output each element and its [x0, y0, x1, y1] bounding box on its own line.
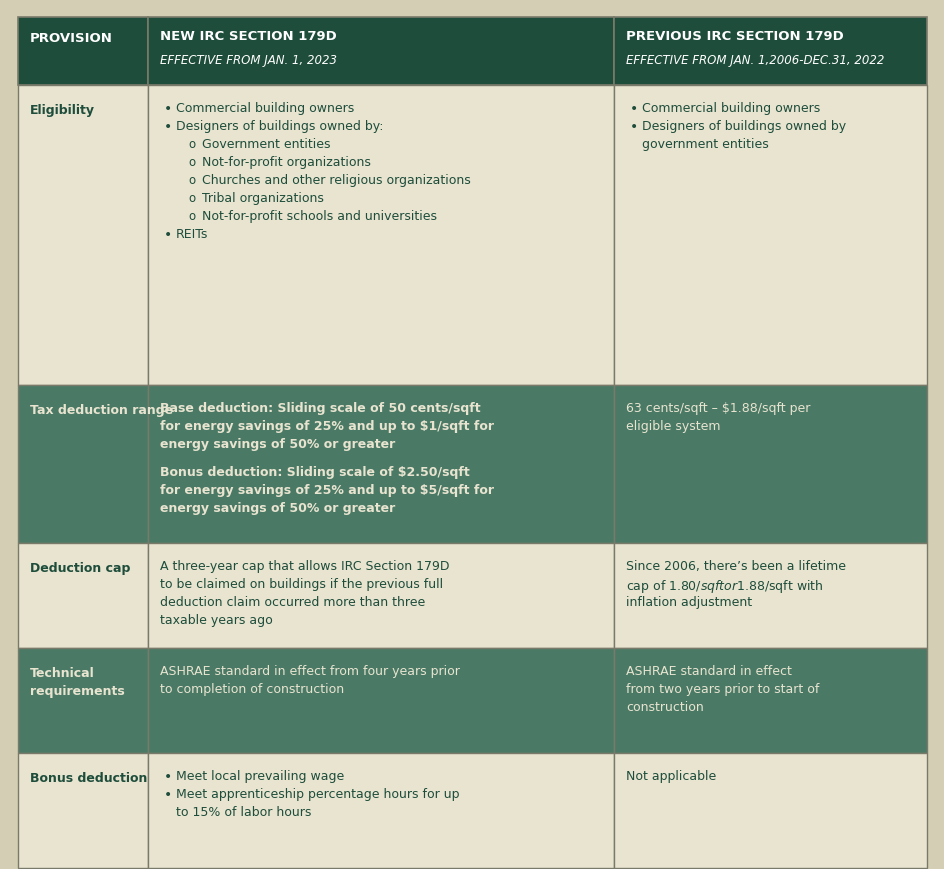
Text: government entities: government entities	[641, 138, 767, 151]
Text: Meet apprenticeship percentage hours for up: Meet apprenticeship percentage hours for…	[176, 787, 459, 800]
Bar	[148, 86, 614, 386]
Bar	[18, 386, 148, 543]
Bar	[18, 753, 148, 868]
Bar	[18, 648, 148, 753]
Bar	[614, 18, 926, 86]
Text: ASHRAE standard in effect: ASHRAE standard in effect	[625, 664, 791, 677]
Text: o: o	[188, 156, 194, 169]
Text: •: •	[630, 102, 637, 116]
Text: Not-for-profit schools and universities: Not-for-profit schools and universities	[202, 209, 436, 222]
Text: Tribal organizations: Tribal organizations	[202, 192, 324, 205]
Bar	[18, 543, 148, 648]
Text: cap of $1.80/sqft or $1.88/sqft with: cap of $1.80/sqft or $1.88/sqft with	[625, 577, 822, 594]
Bar	[614, 386, 926, 543]
Bar	[18, 86, 148, 386]
Text: •: •	[164, 787, 172, 801]
Text: deduction claim occurred more than three: deduction claim occurred more than three	[160, 595, 425, 608]
Text: •: •	[164, 769, 172, 783]
Text: •: •	[164, 228, 172, 242]
Text: •: •	[630, 120, 637, 134]
Text: Not-for-profit organizations: Not-for-profit organizations	[202, 156, 370, 169]
Text: Technical: Technical	[30, 667, 94, 680]
Text: Tax deduction range: Tax deduction range	[30, 403, 173, 416]
Text: NEW IRC SECTION 179D: NEW IRC SECTION 179D	[160, 30, 336, 43]
Text: requirements: requirements	[30, 684, 125, 697]
Text: Not applicable: Not applicable	[625, 769, 716, 782]
Text: energy savings of 50% or greater: energy savings of 50% or greater	[160, 437, 395, 450]
Text: 63 cents/sqft – $1.88/sqft per: 63 cents/sqft – $1.88/sqft per	[625, 401, 810, 415]
Text: Meet local prevailing wage: Meet local prevailing wage	[176, 769, 344, 782]
Text: Deduction cap: Deduction cap	[30, 561, 130, 574]
Text: o: o	[188, 192, 194, 205]
Text: Base deduction: Sliding scale of 50 cents/sqft: Base deduction: Sliding scale of 50 cent…	[160, 401, 480, 415]
Text: Bonus deduction: Bonus deduction	[30, 771, 147, 784]
Bar	[148, 753, 614, 868]
Bar	[614, 648, 926, 753]
Text: •: •	[164, 120, 172, 134]
Bar	[148, 543, 614, 648]
Bar	[614, 86, 926, 386]
Text: eligible system: eligible system	[625, 420, 719, 433]
Text: Since 2006, there’s been a lifetime: Since 2006, there’s been a lifetime	[625, 560, 845, 573]
Bar	[148, 18, 614, 86]
Text: Designers of buildings owned by:: Designers of buildings owned by:	[176, 120, 383, 133]
Text: to be claimed on buildings if the previous full: to be claimed on buildings if the previo…	[160, 577, 443, 590]
Text: to completion of construction: to completion of construction	[160, 682, 344, 695]
Text: ASHRAE standard in effect from four years prior: ASHRAE standard in effect from four year…	[160, 664, 460, 677]
Text: from two years prior to start of: from two years prior to start of	[625, 682, 818, 695]
Text: EFFECTIVE FROM JAN. 1,2006-DEC.31, 2022: EFFECTIVE FROM JAN. 1,2006-DEC.31, 2022	[625, 54, 884, 67]
Text: o: o	[188, 174, 194, 187]
Text: o: o	[188, 138, 194, 151]
Bar	[614, 753, 926, 868]
Text: PROVISION: PROVISION	[30, 32, 112, 45]
Text: PREVIOUS IRC SECTION 179D: PREVIOUS IRC SECTION 179D	[625, 30, 843, 43]
Text: construction: construction	[625, 700, 703, 713]
Text: Eligibility: Eligibility	[30, 104, 95, 116]
Bar	[18, 18, 148, 86]
Text: for energy savings of 25% and up to $5/sqft for: for energy savings of 25% and up to $5/s…	[160, 483, 494, 496]
Text: Designers of buildings owned by: Designers of buildings owned by	[641, 120, 845, 133]
Text: Churches and other religious organizations: Churches and other religious organizatio…	[202, 174, 470, 187]
Text: inflation adjustment: inflation adjustment	[625, 595, 751, 608]
Text: energy savings of 50% or greater: energy savings of 50% or greater	[160, 501, 395, 514]
Text: to 15% of labor hours: to 15% of labor hours	[176, 805, 311, 818]
Text: for energy savings of 25% and up to $1/sqft for: for energy savings of 25% and up to $1/s…	[160, 420, 494, 433]
Text: Government entities: Government entities	[202, 138, 330, 151]
Text: Commercial building owners: Commercial building owners	[641, 102, 819, 115]
Text: A three-year cap that allows IRC Section 179D: A three-year cap that allows IRC Section…	[160, 560, 449, 573]
Text: Commercial building owners: Commercial building owners	[176, 102, 354, 115]
Bar	[614, 543, 926, 648]
Bar	[148, 386, 614, 543]
Text: o: o	[188, 209, 194, 222]
Text: REITs: REITs	[176, 228, 209, 241]
Bar	[148, 648, 614, 753]
Text: EFFECTIVE FROM JAN. 1, 2023: EFFECTIVE FROM JAN. 1, 2023	[160, 54, 337, 67]
Text: taxable years ago: taxable years ago	[160, 614, 273, 627]
Text: Bonus deduction: Sliding scale of $2.50/sqft: Bonus deduction: Sliding scale of $2.50/…	[160, 466, 469, 479]
Text: •: •	[164, 102, 172, 116]
